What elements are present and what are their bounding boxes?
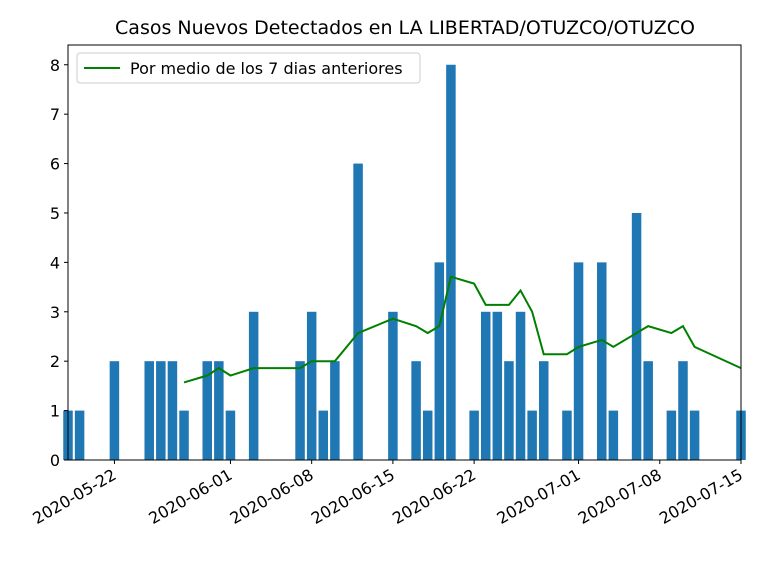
bar-2020-07-11 [689,410,700,460]
legend: Por medio de los 7 dias anteriores [76,52,421,84]
bar-2020-06-08 [306,311,317,460]
bar-2020-06-27 [527,410,537,460]
x-tick-label-2020-06-15: 2020-06-15 [308,465,398,528]
bar-2020-06-28 [538,361,549,460]
bar-2020-07-07 [643,361,653,460]
bars-layer [63,64,746,461]
bar-2020-06-01 [225,410,236,460]
bar-2020-06-09 [318,410,329,460]
bar-2020-07-10 [678,361,688,460]
x-tick-label-2020-06-08: 2020-06-08 [227,465,317,528]
bar-2020-07-09 [666,410,677,460]
bar-2020-07-01 [573,262,584,460]
bar-2020-05-31 [214,361,224,460]
bar-2020-06-07 [295,361,305,460]
bar-2020-06-25 [504,361,514,460]
bar-2020-07-06 [631,212,642,460]
bar-2020-06-22 [469,410,479,460]
bar-2020-06-30 [562,410,572,460]
x-tick-label-2020-06-01: 2020-06-01 [145,465,235,528]
bar-2020-06-12 [353,163,363,461]
bar-2020-05-28 [179,410,189,460]
bar-2020-06-03 [248,311,259,460]
x-tick-label-2020-07-15: 2020-07-15 [656,465,746,528]
legend-box [76,52,421,84]
bar-2020-06-17 [411,361,421,460]
bar-2020-05-27 [167,361,178,460]
y-tick-label-8: 8 [50,56,60,75]
bar-2020-06-23 [480,311,491,460]
bar-2020-06-18 [422,410,433,460]
bar-2020-05-30 [202,361,212,460]
bar-2020-07-04 [608,410,619,460]
x-axis: 2020-05-22 2020-06-012020-06-082020-06-15… [29,460,746,528]
bar-2020-05-26 [156,361,166,460]
x-tick-label-2020-05-22: 2020-05-22 [29,465,119,528]
bar-2020-05-22 [109,361,120,460]
bar-2020-06-26 [515,311,526,460]
x-tick-label-2020-07-01: 2020-07-01 [494,465,584,528]
bar-2020-05-25 [144,361,154,460]
y-tick-label-4: 4 [50,253,60,272]
bar-2020-07-03 [597,262,607,460]
bar-2020-06-15 [388,311,398,460]
y-tick-label-3: 3 [50,303,60,322]
legend-label: Por medio de los 7 dias anteriores [130,59,403,78]
moving-average-line [183,275,742,384]
x-tick-label-2020-07-08: 2020-07-08 [575,465,665,528]
y-tick-label-0: 0 [50,451,60,470]
plot-frame [67,44,742,461]
x-tick-label-2020-06-22: 2020-06-22 [389,465,479,528]
y-tick-label-6: 6 [50,155,60,174]
chart-title: Casos Nuevos Detectados en LA LIBERTAD/O… [115,17,695,39]
bar-2020-05-19 [74,410,85,460]
bar-2020-06-24 [492,311,503,460]
line-layer [183,275,742,384]
bar-2020-06-19 [434,262,445,460]
y-tick-label-7: 7 [50,105,60,124]
bar-2020-06-20 [446,64,456,460]
bar-2020-06-10 [330,361,340,460]
y-tick-label-1: 1 [50,402,60,421]
y-tick-label-5: 5 [50,204,60,223]
y-axis: 0 1 2 3 4 5 6 7 8 [50,56,68,470]
y-tick-label-2: 2 [50,352,60,371]
